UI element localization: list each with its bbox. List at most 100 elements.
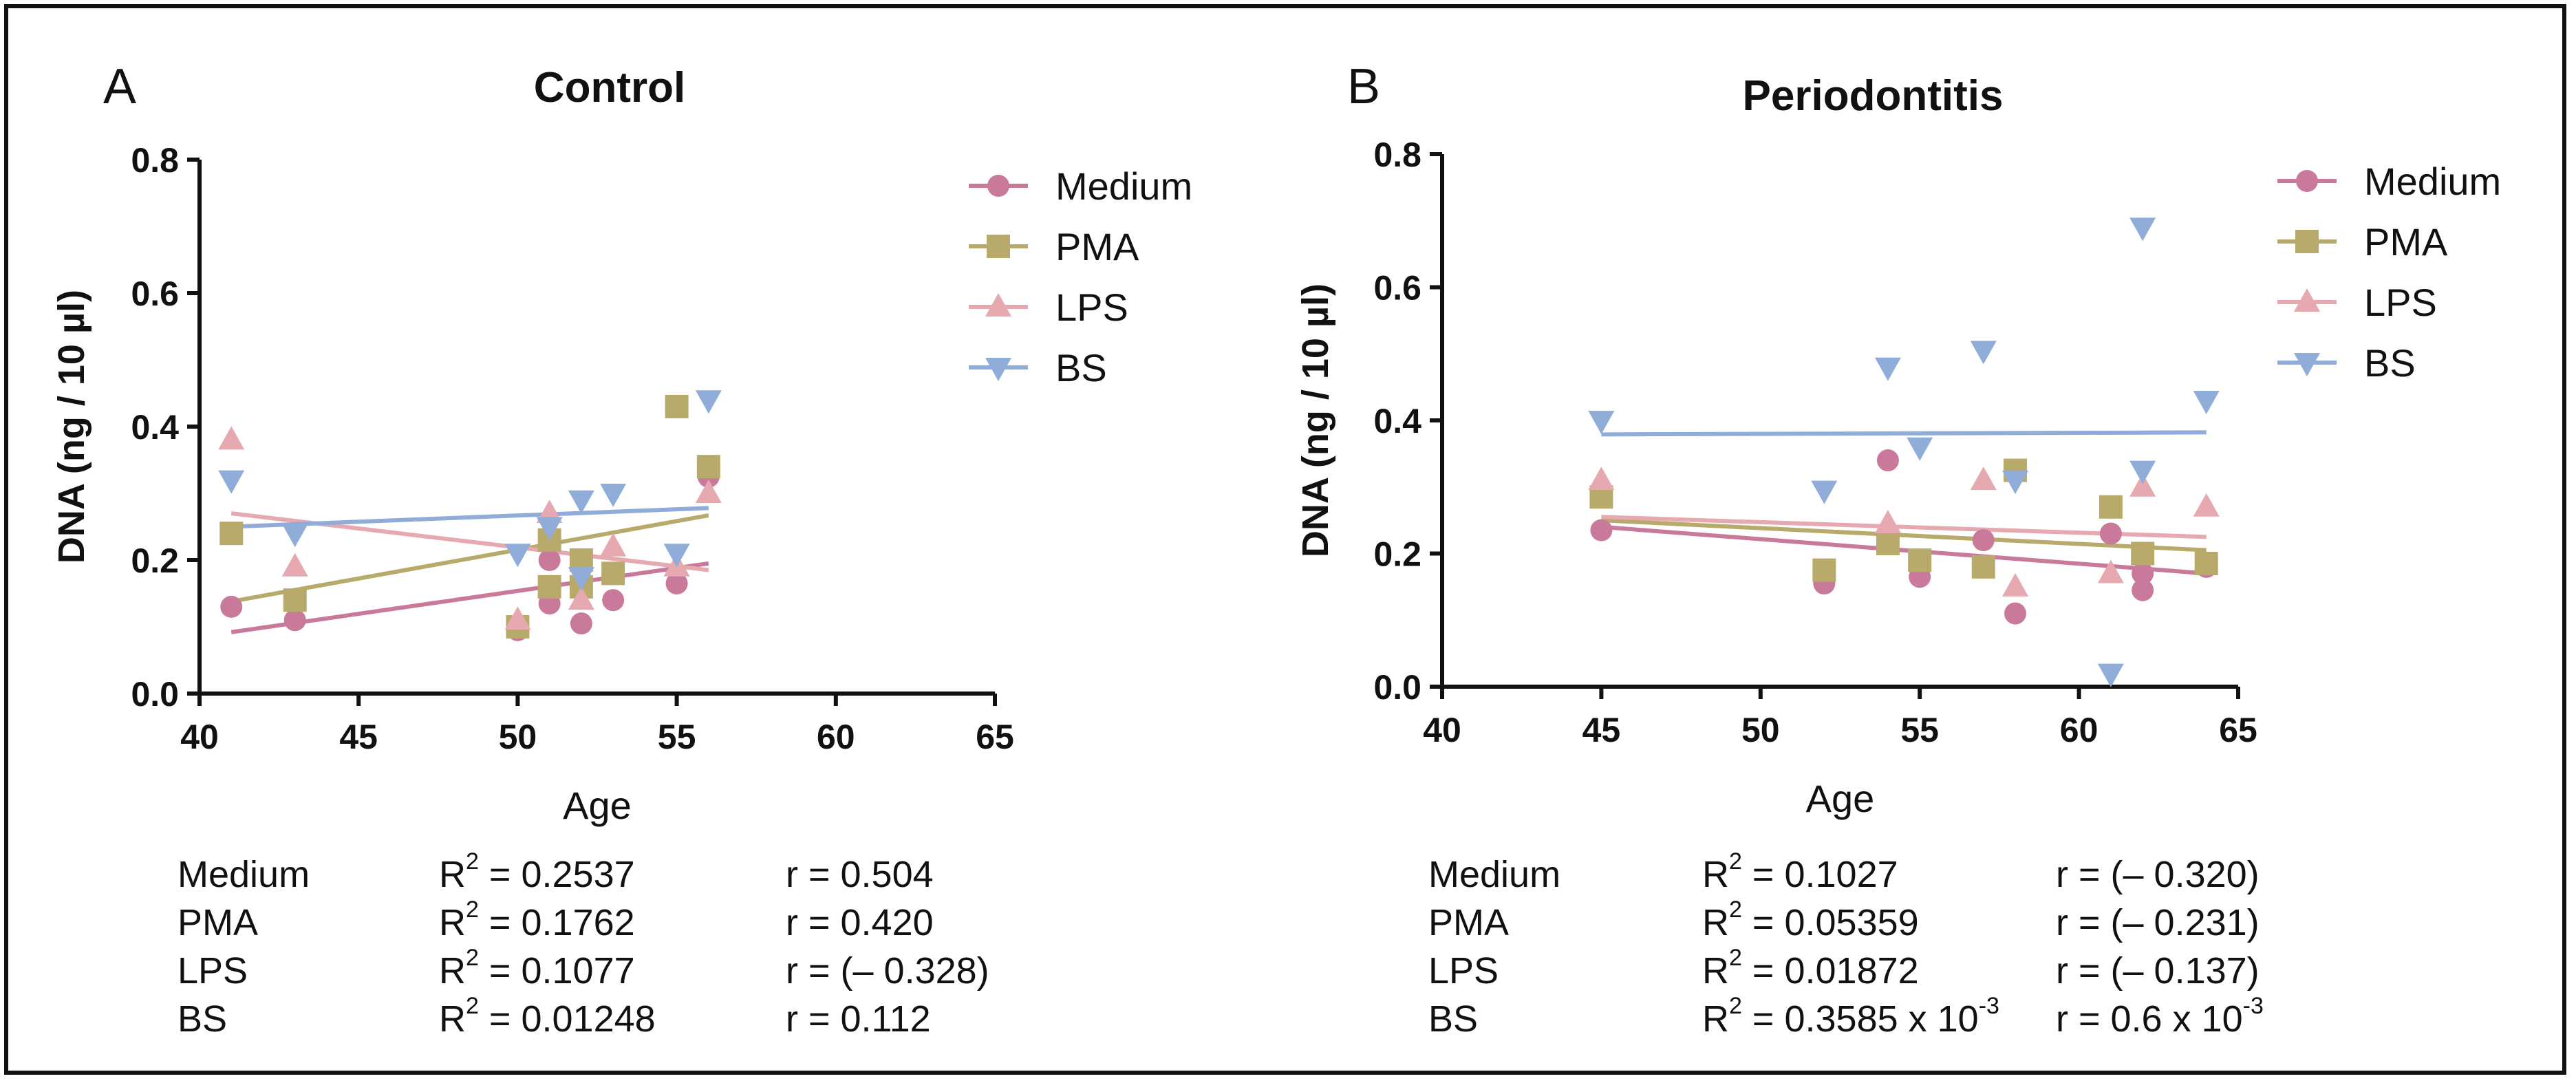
panel-letter-b: B bbox=[1347, 59, 1380, 114]
data-point-bs bbox=[281, 524, 308, 548]
data-point-bs bbox=[568, 490, 594, 514]
y-axis-label: DNA (ng / 10 µl) bbox=[1295, 283, 1336, 557]
y-tick-label: 0.6 bbox=[131, 275, 179, 313]
stats-r-squared: R2 = 0.3585 x 10-3 bbox=[1702, 993, 1999, 1040]
legend-label: Medium bbox=[2364, 160, 2501, 203]
data-point-medium bbox=[2004, 602, 2027, 625]
data-point-pma bbox=[219, 522, 244, 546]
data-point-bs bbox=[663, 544, 690, 568]
chart-title: Periodontitis bbox=[1743, 72, 2004, 120]
data-point-lps bbox=[504, 606, 531, 630]
data-point-medium bbox=[538, 549, 561, 571]
data-point-bs bbox=[504, 544, 531, 568]
stats-series-name: BS bbox=[178, 998, 228, 1040]
stats-r-squared: R2 = 0.1027 bbox=[1702, 848, 1898, 895]
data-point-bs bbox=[2002, 471, 2029, 495]
fit-line-bs bbox=[1601, 430, 2207, 437]
y-tick-label: 0.0 bbox=[131, 675, 179, 714]
chart-panel-a: A Control 0.0 0.2 0.4 0.6 0.8 40 45 50 55 60 65 Age DN… bbox=[51, 59, 1192, 827]
data-point-pma bbox=[1908, 548, 1932, 572]
data-point-pma bbox=[1812, 558, 1836, 582]
y-tick-label: 0.0 bbox=[1373, 668, 1421, 707]
fit-line-medium bbox=[1601, 524, 2207, 576]
y-tick-label: 0.2 bbox=[1373, 535, 1421, 574]
legend-marker-pma bbox=[2295, 230, 2319, 253]
data-point-medium bbox=[1972, 529, 1995, 552]
stats-correlation: r = (– 0.231) bbox=[2056, 902, 2260, 943]
data-point-lps bbox=[1874, 509, 1901, 533]
data-point-lps bbox=[218, 426, 245, 450]
stats-correlation: r = 0.504 bbox=[786, 854, 934, 895]
data-point-pma bbox=[1876, 531, 1900, 555]
legend-item-medium: Medium bbox=[969, 164, 1192, 208]
data-point-medium bbox=[1876, 449, 1899, 472]
data-point-pma bbox=[1971, 555, 1995, 579]
legend-marker-bs bbox=[985, 358, 1011, 381]
y-tick-label: 0.2 bbox=[131, 542, 179, 580]
data-point-bs bbox=[2129, 460, 2156, 484]
data-point-bs bbox=[2193, 390, 2220, 414]
data-point-medium bbox=[602, 589, 625, 612]
x-axis-label: Age bbox=[1806, 777, 1875, 820]
x-axis-label: Age bbox=[563, 784, 632, 827]
data-point-medium bbox=[220, 595, 243, 618]
fit-line-pma bbox=[230, 513, 709, 604]
legend-label: LPS bbox=[1055, 286, 1128, 329]
data-point-lps bbox=[2097, 559, 2124, 583]
data-point-medium bbox=[570, 612, 592, 635]
data-point-medium bbox=[665, 572, 688, 594]
y-tick-label: 0.6 bbox=[1373, 269, 1421, 308]
panel-letter-a: A bbox=[103, 59, 136, 114]
stats-series-name: LPS bbox=[1428, 950, 1499, 991]
legend-item-lps: LPS bbox=[969, 286, 1128, 329]
legend-marker-medium bbox=[987, 175, 1009, 197]
legend-marker-lps bbox=[2294, 288, 2320, 312]
data-point-medium bbox=[2132, 562, 2154, 585]
data-point-lps bbox=[2193, 493, 2220, 517]
data-point-pma bbox=[2131, 542, 2155, 566]
stats-r-squared: R2 = 0.2537 bbox=[439, 848, 635, 895]
stats-correlation: r = 0.420 bbox=[786, 902, 934, 943]
data-point-bs bbox=[2097, 663, 2124, 687]
data-point-pma bbox=[601, 561, 625, 586]
data-point-pma bbox=[537, 575, 561, 599]
x-tick-label: 60 bbox=[2060, 711, 2099, 749]
x-tick-label: 55 bbox=[658, 718, 696, 756]
legend-item-pma: PMA bbox=[969, 225, 1139, 268]
data-point-bs bbox=[218, 470, 245, 494]
legend-label: BS bbox=[1055, 346, 1107, 389]
data-point-bs bbox=[536, 517, 563, 541]
x-tick-label: 65 bbox=[2219, 711, 2257, 749]
stats-correlation: r = (– 0.320) bbox=[2056, 854, 2260, 895]
stats-r-squared: R2 = 0.1762 bbox=[439, 897, 635, 943]
data-point-medium bbox=[283, 609, 306, 632]
chart-title: Control bbox=[534, 64, 685, 111]
legend-item-lps: LPS bbox=[2277, 281, 2437, 324]
legend-item-bs: BS bbox=[2277, 341, 2416, 385]
y-tick-label: 0.4 bbox=[1373, 402, 1421, 440]
stats-r-squared: R2 = 0.1077 bbox=[439, 945, 635, 991]
figure-frame bbox=[4, 4, 2566, 1075]
legend-label: Medium bbox=[1055, 164, 1192, 208]
legend-item-pma: PMA bbox=[2277, 220, 2448, 264]
data-point-bs bbox=[568, 567, 594, 591]
stats-r-squared: R2 = 0.01872 bbox=[1702, 945, 1919, 991]
legend-marker-pma bbox=[987, 235, 1010, 258]
y-tick-label: 0.4 bbox=[131, 408, 179, 447]
data-point-lps bbox=[600, 533, 627, 557]
data-point-lps bbox=[2002, 572, 2029, 597]
data-point-pma bbox=[665, 394, 689, 418]
fit-line-medium bbox=[230, 561, 709, 634]
legend-label: LPS bbox=[2364, 281, 2437, 324]
x-tick-label: 45 bbox=[1582, 711, 1621, 749]
fit-line-bs bbox=[231, 506, 709, 529]
x-tick-label: 55 bbox=[1900, 711, 1939, 749]
legend-marker-medium bbox=[2296, 170, 2318, 192]
legend-label: PMA bbox=[2364, 220, 2448, 264]
legend-marker-lps bbox=[985, 293, 1011, 317]
data-point-bs bbox=[695, 390, 722, 414]
data-point-medium bbox=[2099, 522, 2122, 545]
data-point-bs bbox=[1811, 480, 1838, 504]
